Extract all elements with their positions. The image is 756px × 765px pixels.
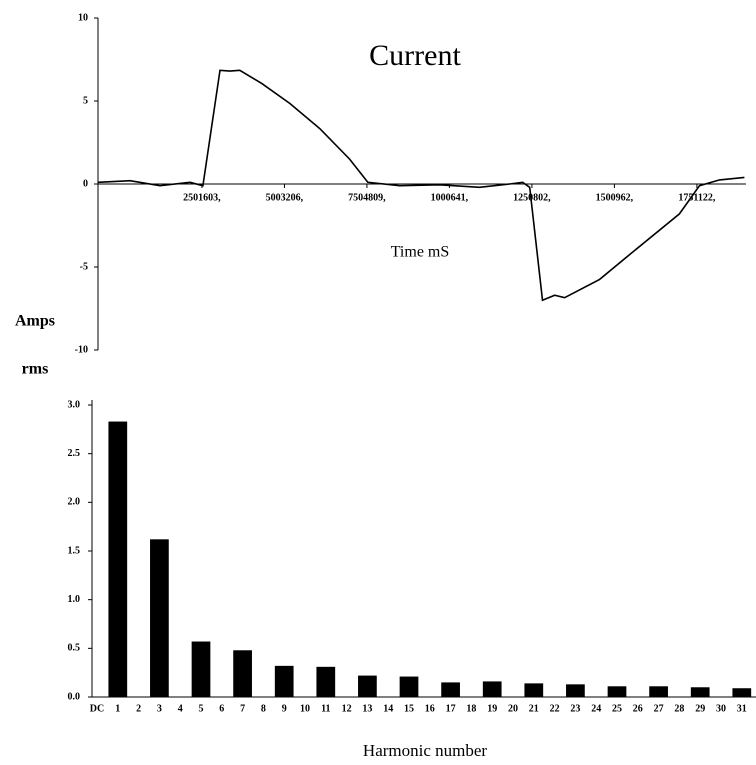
- bar: [150, 539, 169, 697]
- x-tick-label: 8: [261, 703, 266, 714]
- y-tick-label: 2.0: [68, 497, 81, 508]
- y-tick-label: 5: [83, 95, 88, 106]
- x-tick-label: 1500962,: [596, 192, 634, 203]
- x-tick-label: 25: [612, 703, 622, 714]
- bar: [732, 688, 752, 697]
- x-tick-label: 19: [487, 703, 497, 714]
- x-tick-label: 7504809,: [348, 192, 386, 203]
- x-tick-label: 5003206,: [266, 192, 304, 203]
- x-tick-label: 22: [550, 703, 560, 714]
- x-tick-label: 2501603,: [183, 192, 221, 203]
- x-tick-label: 26: [633, 703, 643, 714]
- bar: [524, 683, 544, 697]
- x-tick-label: 1: [115, 703, 120, 714]
- x-tick-label: 29: [695, 703, 705, 714]
- y-tick-label: 0.5: [68, 643, 81, 654]
- x-tick-label: 6: [219, 703, 224, 714]
- x-tick-label: 1751122,: [678, 192, 715, 203]
- x-tick-label: 10: [300, 703, 310, 714]
- y-tick-label: 3.0: [68, 399, 81, 410]
- x-tick-label: 5: [199, 703, 204, 714]
- bar: [316, 666, 336, 697]
- x-tick-label: 7: [240, 703, 245, 714]
- y-tick-label: 10: [78, 12, 88, 23]
- chart-title: Current: [369, 39, 461, 72]
- x-tick-label: 23: [570, 703, 580, 714]
- y-tick-label: 1.0: [68, 594, 81, 605]
- x-axis-label: Harmonic number: [363, 741, 487, 760]
- bar: [482, 681, 502, 697]
- bar: [191, 641, 211, 697]
- x-tick-label: 17: [446, 703, 456, 714]
- x-tick-label: 20: [508, 703, 518, 714]
- y-axis-label: Amps: [15, 313, 55, 330]
- bar: [358, 675, 377, 697]
- y-tick-label: -10: [75, 344, 88, 355]
- bar: [399, 676, 419, 697]
- bar: [690, 687, 710, 697]
- y-tick-label: 0: [83, 178, 88, 189]
- y-tick-label: 1.5: [68, 545, 81, 556]
- x-tick-label: 24: [591, 703, 601, 714]
- x-tick-label: 1250802,: [513, 192, 551, 203]
- x-tick-label: 13: [362, 703, 372, 714]
- x-tick-label: 18: [466, 703, 476, 714]
- current-line: [97, 69, 745, 302]
- y-tick-label: -5: [80, 261, 88, 272]
- x-tick-label: 1000641,: [431, 192, 469, 203]
- x-tick-label: 3: [157, 703, 162, 714]
- x-tick-label: 16: [425, 703, 435, 714]
- bar: [108, 421, 128, 697]
- x-tick-label: 2: [136, 703, 141, 714]
- x-tick-label: 21: [529, 703, 539, 714]
- x-tick-label: 12: [342, 703, 352, 714]
- x-tick-label: 27: [654, 703, 664, 714]
- x-tick-label: 30: [716, 703, 726, 714]
- bar: [649, 686, 668, 697]
- bar: [441, 682, 460, 697]
- x-tick-label: 15: [404, 703, 414, 714]
- x-tick-label: 9: [282, 703, 287, 714]
- x-tick-label: DC: [90, 703, 104, 714]
- x-axis-label: Time mS: [391, 244, 450, 261]
- x-tick-label: 31: [737, 703, 747, 714]
- x-tick-label: 4: [178, 703, 183, 714]
- y-tick-label: 2.5: [68, 448, 81, 459]
- y-tick-label: 0.0: [68, 691, 81, 702]
- x-tick-label: 11: [321, 703, 330, 714]
- bar: [233, 650, 252, 697]
- x-tick-label: 14: [383, 703, 393, 714]
- y-axis-label: rms: [22, 361, 49, 378]
- x-tick-label: 28: [674, 703, 684, 714]
- bar: [274, 665, 294, 697]
- bar: [607, 686, 627, 697]
- bar: [566, 684, 585, 697]
